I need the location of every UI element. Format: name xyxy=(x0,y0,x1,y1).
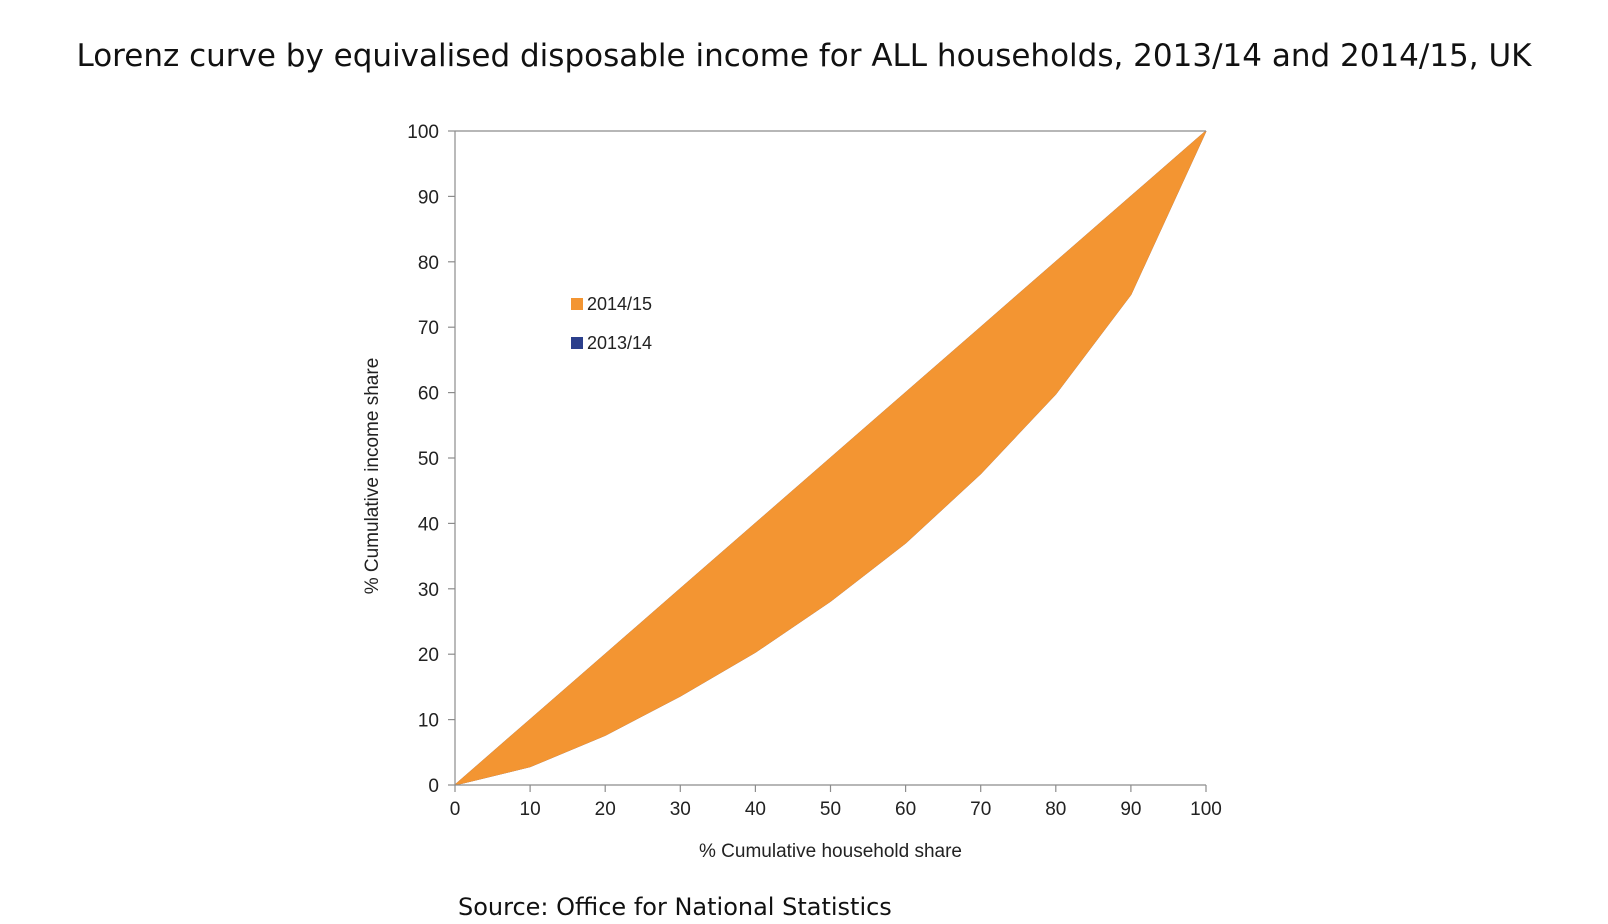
x-tick-label: 30 xyxy=(670,799,691,820)
legend-label: 2013/14 xyxy=(587,333,652,353)
legend-swatch xyxy=(571,337,583,349)
legend-swatch xyxy=(571,298,583,310)
x-axis-label: % Cumulative household share xyxy=(699,841,962,862)
y-tick-label: 80 xyxy=(418,253,439,274)
page-title: Lorenz curve by equivalised disposable i… xyxy=(76,38,1532,74)
x-tick-label: 60 xyxy=(895,799,916,820)
y-tick-label: 60 xyxy=(418,384,439,405)
x-tick-label: 0 xyxy=(450,799,461,820)
legend-label: 2014/15 xyxy=(587,294,652,314)
y-tick-label: 0 xyxy=(428,776,439,797)
area-series-2014-15 xyxy=(454,130,1207,786)
y-tick-label: 70 xyxy=(418,318,439,339)
x-tick-label: 100 xyxy=(1190,799,1222,820)
y-tick-label: 20 xyxy=(418,645,439,666)
y-tick-label: 100 xyxy=(407,122,439,143)
x-tick-label: 90 xyxy=(1120,799,1141,820)
x-tick-label: 70 xyxy=(970,799,991,820)
y-axis-label: % Cumulative income share xyxy=(362,358,383,595)
x-tick-label: 20 xyxy=(595,799,616,820)
plot-area: 0 10 20 30 40 50 60 70 80 90 100 0 10 20 30 40 50 60 70 80 9… xyxy=(407,122,1222,820)
source-note: Source: Office for National Statistics xyxy=(458,893,892,921)
y-tick-label: 30 xyxy=(418,580,439,601)
legend: 2014/15 2013/14 xyxy=(571,294,652,353)
x-tick-label: 50 xyxy=(820,799,841,820)
x-tick-label: 10 xyxy=(520,799,541,820)
y-tick-label: 50 xyxy=(418,449,439,470)
y-tick-label: 40 xyxy=(418,514,439,535)
x-tick-label: 40 xyxy=(745,799,766,820)
y-tick-label: 90 xyxy=(418,187,439,208)
y-tick-label: 10 xyxy=(418,711,439,732)
x-tick-label: 80 xyxy=(1045,799,1066,820)
